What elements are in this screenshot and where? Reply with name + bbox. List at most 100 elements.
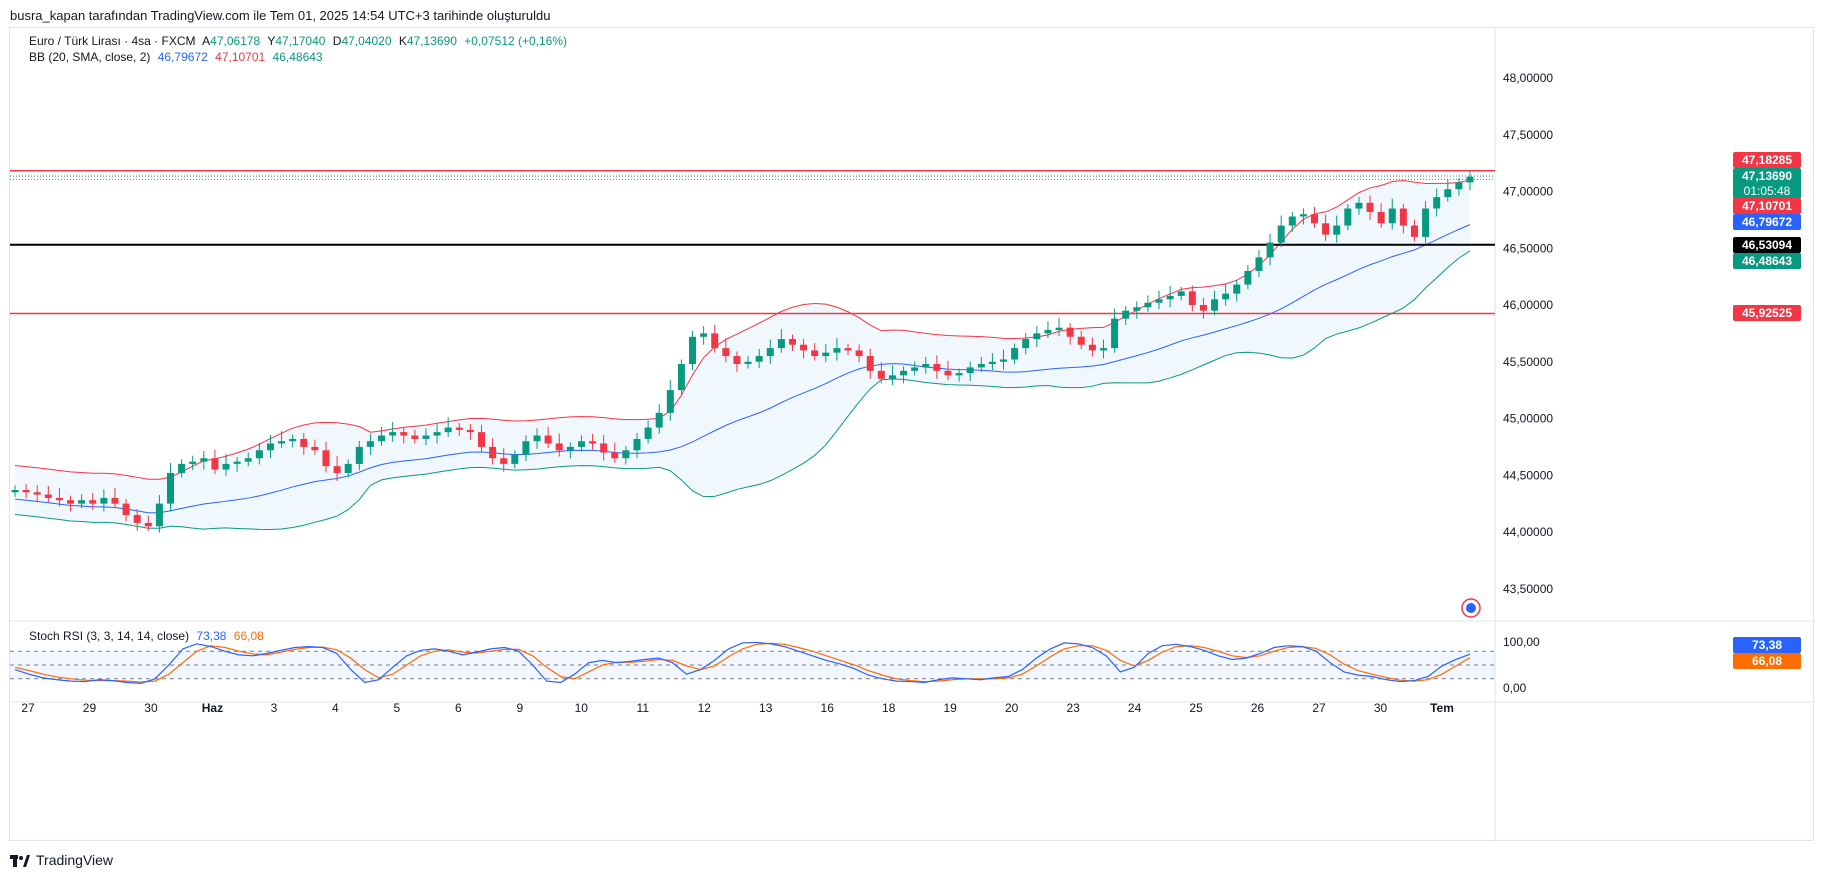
candle-body xyxy=(67,500,75,504)
candle-body xyxy=(89,500,97,504)
x-tick-label: 30 xyxy=(144,701,158,715)
candle-body xyxy=(1433,197,1441,209)
y-tick-label: 47,00000 xyxy=(1503,185,1553,199)
candle-body xyxy=(1244,270,1252,285)
bb-upper-line xyxy=(14,179,1471,480)
candle-body xyxy=(900,370,908,376)
candle-body xyxy=(922,364,930,368)
candle-body xyxy=(400,432,408,436)
candle-body xyxy=(300,438,308,447)
candle-body xyxy=(122,503,130,515)
candle-body xyxy=(1466,176,1474,183)
low-value: 47,04020 xyxy=(341,34,392,48)
bb-lower-value: 46,48643 xyxy=(272,50,323,64)
candle-body xyxy=(1111,318,1119,349)
candle-body xyxy=(178,463,186,473)
x-tick-label: 19 xyxy=(943,701,957,715)
candle-body xyxy=(55,497,63,501)
candle-body xyxy=(644,427,652,439)
candle-body xyxy=(1011,348,1019,360)
bb-upper-price-label: 47,10701 xyxy=(1733,198,1801,214)
candle-body xyxy=(100,497,108,504)
open-value: 47,06178 xyxy=(210,34,261,48)
x-tick-label: 6 xyxy=(455,701,462,715)
candle-body xyxy=(955,373,963,376)
candle-body xyxy=(877,370,885,379)
candle-body xyxy=(944,370,952,376)
candle-body xyxy=(1266,242,1274,258)
event-flag-icon-inner xyxy=(1466,603,1476,613)
candle-body xyxy=(355,446,363,464)
candle-body xyxy=(489,446,497,459)
candle-body xyxy=(1066,327,1074,337)
bb-lower-price-label: 46,48643 xyxy=(1733,253,1801,269)
y-tick-label: 47,50000 xyxy=(1503,128,1553,142)
tradingview-brand[interactable]: TradingView xyxy=(10,852,113,868)
candle-body xyxy=(522,441,530,455)
bb-title[interactable]: BB (20, SMA, close, 2) xyxy=(29,50,151,64)
y-tick-label: 44,50000 xyxy=(1503,468,1553,482)
chart-frame[interactable]: 48,00000 47,50000 47,00000 46,50000 46,00000… xyxy=(9,27,1815,842)
candle-body xyxy=(278,441,286,444)
candle-body xyxy=(1000,359,1008,362)
candle-body xyxy=(189,461,197,464)
bb-legend[interactable]: BB (20, SMA, close, 2) 46,79672 47,10701… xyxy=(29,50,327,64)
stoch-axis-100: 100,00 xyxy=(1503,635,1540,649)
y-tick-label: 44,00000 xyxy=(1503,525,1553,539)
candle-body xyxy=(455,427,463,430)
candle-body xyxy=(633,438,641,451)
candle-body xyxy=(911,367,919,371)
candle-body xyxy=(1233,284,1241,294)
candle-body xyxy=(1455,182,1463,190)
y-tick-label: 45,00000 xyxy=(1503,412,1553,426)
candle-body xyxy=(1177,291,1185,296)
candle-body xyxy=(1033,333,1041,340)
candle-body xyxy=(1222,293,1230,300)
candle-body xyxy=(144,522,152,527)
candle-body xyxy=(866,356,874,371)
candle-body xyxy=(855,350,863,357)
stoch-k-value: 73,38 xyxy=(196,629,227,643)
candle-body xyxy=(755,356,763,362)
candle-body xyxy=(311,446,319,451)
bb-lower-line xyxy=(14,250,1471,531)
candle-body xyxy=(800,344,808,351)
stoch-legend[interactable]: Stoch RSI (3, 3, 14, 14, close) 73,38 66… xyxy=(29,629,268,643)
candle-body xyxy=(344,463,352,473)
candle-body xyxy=(777,339,785,349)
y-tick-label: 45,50000 xyxy=(1503,355,1553,369)
candle-body xyxy=(22,490,30,493)
stoch-title[interactable]: Stoch RSI (3, 3, 14, 14, close) xyxy=(29,629,190,643)
symbol-title[interactable]: Euro / Türk Lirası · 4sa · FXCM xyxy=(29,34,196,48)
candle-body xyxy=(411,435,419,439)
x-tick-label: 27 xyxy=(1312,701,1326,715)
y-tick-label: 43,50000 xyxy=(1503,582,1553,596)
candle-body xyxy=(533,435,541,442)
candle-body xyxy=(1410,225,1418,237)
brand-name: TradingView xyxy=(36,852,114,868)
bb-basis-line xyxy=(14,224,1471,514)
candle-body xyxy=(166,472,174,504)
symbol-legend[interactable]: Euro / Türk Lirası · 4sa · FXCM A47,0617… xyxy=(29,34,571,48)
x-tick-label: 16 xyxy=(821,701,835,715)
candle-body xyxy=(555,443,563,451)
candle-body xyxy=(833,348,841,353)
candle-body xyxy=(366,441,374,447)
candle-body xyxy=(544,435,552,444)
candle-body xyxy=(1099,348,1107,351)
y-tick-label: 46,00000 xyxy=(1503,298,1553,312)
price-chart-svg[interactable]: 48,00000 47,50000 47,00000 46,50000 46,00000… xyxy=(10,28,1815,842)
candle-body xyxy=(700,333,708,337)
candle-body xyxy=(722,348,730,357)
y-tick-label: 48,00000 xyxy=(1503,71,1553,85)
x-tick-label: 30 xyxy=(1374,701,1388,715)
bb-fill-area xyxy=(15,180,1470,530)
hline-bottom-price-label: 45,92525 xyxy=(1733,305,1801,321)
candle-body xyxy=(500,458,508,464)
bb-basis-price-label: 46,79672 xyxy=(1733,214,1801,230)
snapshot-caption: busra_kapan tarafından TradingView.com i… xyxy=(10,8,551,23)
x-tick-label: 24 xyxy=(1128,701,1142,715)
candle-body xyxy=(744,361,752,365)
candle-body xyxy=(466,429,474,433)
candle-body xyxy=(222,463,230,470)
